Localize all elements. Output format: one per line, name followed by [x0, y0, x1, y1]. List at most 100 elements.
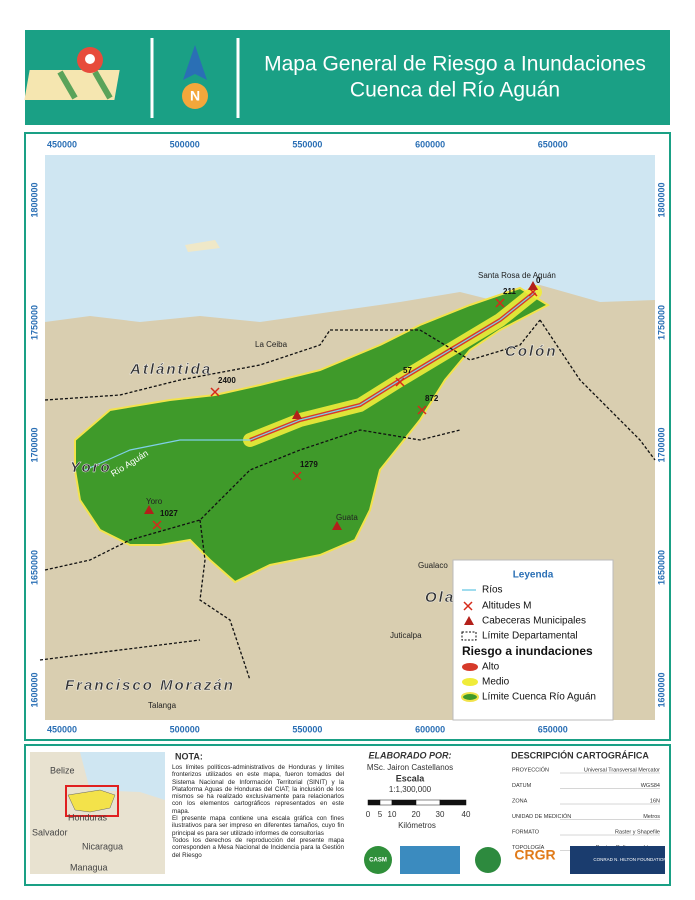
legend-basin — [461, 692, 479, 702]
altitude-label: 1027 — [160, 509, 178, 518]
north-badge — [182, 83, 208, 109]
scale-block — [415, 799, 441, 806]
altitude-label: 211 — [503, 287, 516, 296]
logo-casm — [364, 846, 392, 874]
department-border — [39, 319, 656, 681]
north-arrow — [183, 45, 207, 80]
scale-block — [439, 799, 467, 806]
description-label: PROYECCIÓN — [512, 766, 549, 773]
description-value: Universal Transversal Mercator — [584, 767, 660, 773]
y-coord: 1650000 — [29, 550, 39, 585]
x-coord: 550000 — [292, 724, 322, 734]
scale-block — [379, 799, 393, 806]
place-label: La Ceiba — [255, 340, 288, 349]
note-paragraph: Los límites políticos-administrativos de… — [172, 764, 344, 815]
scale-block — [391, 799, 417, 806]
x-coord: 650000 — [538, 139, 568, 149]
inset-label: Salvador — [32, 827, 68, 837]
altitude-mark — [210, 387, 220, 397]
department-label: Atlántida — [129, 361, 212, 378]
north-letter: N — [190, 88, 200, 104]
inset-label: Managua — [70, 862, 108, 872]
legend-item: Límite Departamental — [482, 631, 578, 642]
legend-item: Altitudes M — [482, 601, 531, 612]
description-value: WGS84 — [641, 783, 660, 789]
logo-text: CASM — [369, 858, 387, 864]
x-coord: 500000 — [170, 139, 200, 149]
description-label: FORMATO — [512, 829, 540, 835]
place-label: Talanga — [148, 701, 177, 710]
note-paragraph: El presente mapa contiene una escala grá… — [172, 815, 344, 837]
title: Mapa General de Riesgo a Inundaciones — [264, 53, 646, 76]
description-label: DATUM — [512, 783, 532, 789]
y-coord: 1800000 — [656, 182, 666, 217]
legend-item: Ríos — [482, 585, 503, 596]
note-paragraph: Todos los derechos de reproducción del p… — [172, 836, 344, 859]
legend-item: Cabeceras Municipales — [482, 616, 586, 627]
legend-alto — [462, 663, 478, 671]
place-label: Juticalpa — [390, 631, 422, 640]
inset-label: Belize — [50, 765, 75, 775]
legend-x — [463, 601, 473, 611]
department-label: Colón — [505, 343, 558, 360]
legend-medio — [462, 678, 478, 686]
description-label: UNIDAD DE MEDICIÓN — [512, 813, 571, 820]
x-coord: 650000 — [538, 724, 568, 734]
altitude-mark — [495, 298, 505, 308]
legend-triangle — [464, 616, 474, 625]
altitude-label: 57 — [403, 366, 412, 375]
inset-frame — [65, 785, 119, 817]
legend-risk-item: Medio — [482, 677, 510, 688]
note-title: NOTA: — [175, 751, 203, 761]
cabecera-mark — [528, 281, 538, 290]
y-coord: 1800000 — [29, 182, 39, 217]
altitude-label: 0 — [536, 276, 541, 285]
cabecera-mark — [332, 521, 342, 530]
map-icon-fold — [57, 70, 113, 100]
description-label: ZONA — [512, 798, 528, 804]
x-coord: 550000 — [292, 139, 322, 149]
logo-text: CONRAD N. HILTON FOUNDATION — [593, 857, 666, 862]
altitude-label: 1279 — [300, 460, 318, 469]
y-coord: 1750000 — [29, 305, 39, 340]
department-label: Yoro — [70, 459, 112, 476]
y-coord: 1750000 — [656, 305, 666, 340]
place-label: Gualaco — [418, 561, 448, 570]
cabecera-mark — [292, 410, 302, 419]
logo-3 — [475, 847, 501, 873]
altitude-label: 2400 — [218, 376, 236, 385]
island — [185, 240, 220, 252]
scale-title: Escala — [396, 773, 426, 783]
altitude-mark — [395, 377, 405, 387]
scale-tick: 20 — [412, 810, 421, 819]
place-label: Yoro — [146, 497, 163, 506]
logo-2 — [400, 846, 460, 874]
credits-author: MSc. Jairon Castellanos — [367, 763, 453, 772]
altitude-label: 872 — [425, 394, 439, 403]
sea — [45, 155, 655, 322]
department-label: Francisco Morazán — [65, 677, 235, 694]
x-coord: 450000 — [47, 724, 77, 734]
description-value: 16N — [650, 798, 660, 804]
header-bar — [25, 30, 670, 125]
description-value: Metros — [643, 814, 660, 820]
y-coord: 1700000 — [656, 427, 666, 462]
inset-label: Nicaragua — [82, 841, 123, 851]
inset-land — [30, 752, 165, 874]
place-label: Guata — [336, 513, 358, 522]
legend-risk-item: Límite Cuenca Río Aguán — [482, 692, 596, 703]
altitude-mark — [152, 520, 162, 530]
x-coord: 600000 — [415, 724, 445, 734]
description-label: TOPOLOGÍA — [512, 844, 545, 851]
inset-label: Honduras — [68, 812, 108, 822]
legend-border — [461, 631, 477, 641]
y-coord: 1600000 — [29, 672, 39, 707]
scale-tick: 40 — [462, 810, 471, 819]
x-coord: 600000 — [415, 139, 445, 149]
legend-risk-title: Riesgo a inundaciones — [462, 644, 593, 658]
y-coord: 1700000 — [29, 427, 39, 462]
x-coord: 450000 — [47, 139, 77, 149]
department-label: Ola — [425, 589, 455, 606]
legend-box — [452, 559, 614, 721]
